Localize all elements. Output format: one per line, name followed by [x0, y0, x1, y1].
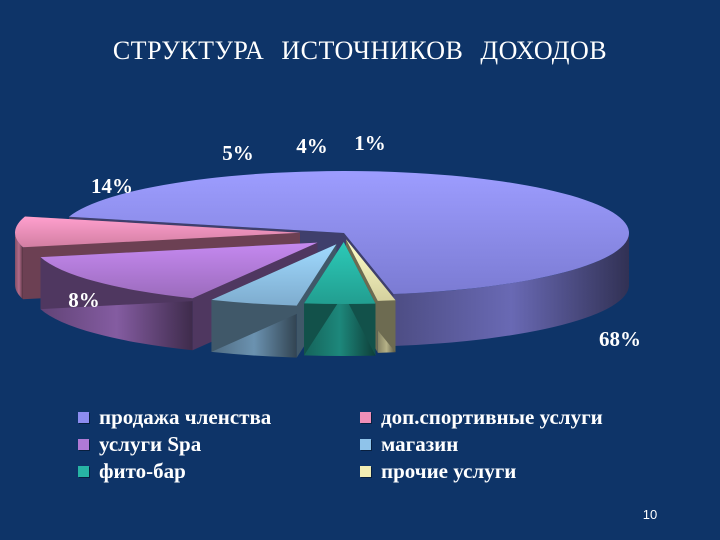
- data-label-3: 5%: [222, 141, 254, 165]
- legend-item-1: доп.спортивные услуги: [360, 404, 603, 430]
- legend-label: услуги Spa: [99, 431, 202, 456]
- legend-label: фито-бар: [99, 458, 186, 483]
- legend-label: продажа членства: [99, 404, 272, 429]
- legend-item-0: продажа членства: [78, 404, 271, 430]
- legend-label: магазин: [381, 431, 459, 456]
- legend-swatch: [360, 465, 371, 477]
- page-number: 10: [642, 507, 658, 522]
- data-label-0: 68%: [599, 327, 641, 351]
- legend-swatch: [78, 465, 89, 477]
- data-label-4: 4%: [296, 134, 328, 158]
- legend-swatch: [360, 411, 371, 423]
- legend-swatch: [78, 411, 89, 423]
- legend-swatch: [78, 438, 89, 450]
- legend-item-2: услуги Spa: [78, 431, 201, 457]
- pie-slice-4: [304, 241, 376, 356]
- data-label-1: 8%: [68, 288, 100, 312]
- chart-legend: продажа членства доп.спортивные услуги усл…: [78, 404, 678, 484]
- legend-item-4: фито-бар: [78, 458, 186, 484]
- legend-item-3: магазин: [360, 431, 458, 457]
- slide-title: СТРУКТУРА ИСТОЧНИКОВ ДОХОДОВ: [112, 36, 608, 65]
- legend-label: доп.спортивные услуги: [381, 404, 603, 429]
- legend-swatch: [360, 438, 371, 450]
- legend-label: прочие услуги: [381, 458, 517, 483]
- data-label-5: 1%: [354, 131, 386, 155]
- data-label-2: 14%: [91, 174, 133, 198]
- legend-item-5: прочие услуги: [360, 458, 516, 484]
